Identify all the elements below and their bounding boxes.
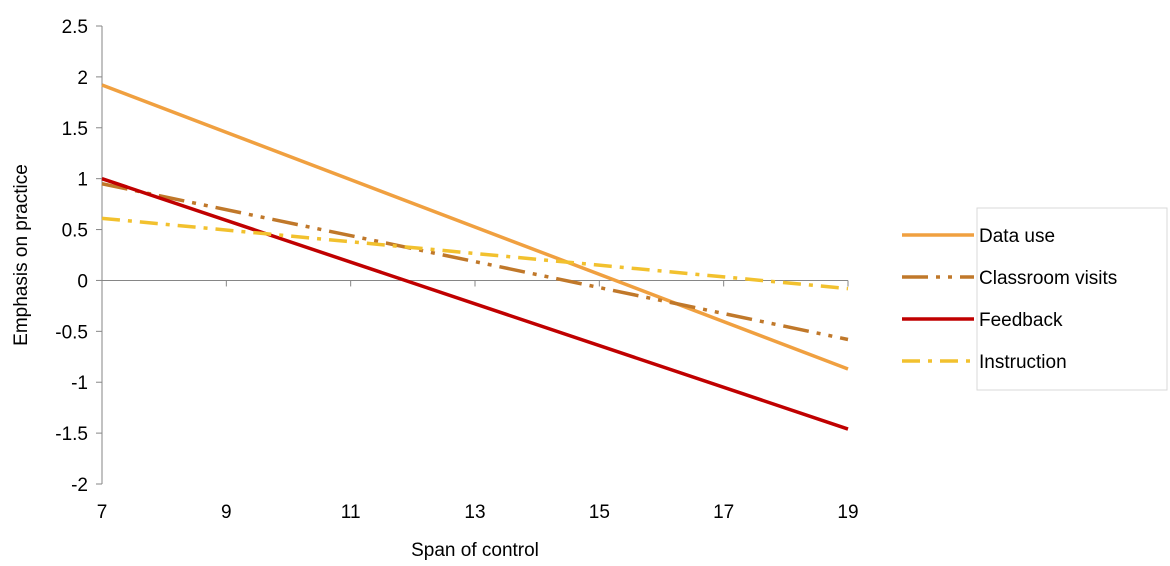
series-line-classroom-visits xyxy=(101,182,849,342)
tick-labels: -2 -1.5 -1 -0.5 0 0.5 1 1.5 2 2.5 7 9 11 13 15 17 19 xyxy=(55,17,858,523)
x-axis-title: Span of control xyxy=(411,540,539,561)
series-line-feedback xyxy=(101,177,849,431)
y-tick-label: 0.5 xyxy=(62,221,88,242)
x-tick-label: 13 xyxy=(464,502,485,523)
x-tick-label: 15 xyxy=(589,502,610,523)
y-tick-label: 1.5 xyxy=(62,119,88,140)
y-tick-label: -1.5 xyxy=(55,424,88,445)
y-axis-title: Emphasis on practice xyxy=(11,164,32,346)
legend-label: Instruction xyxy=(979,352,1067,373)
x-tick-label: 7 xyxy=(97,502,108,523)
y-tick-label: 2 xyxy=(77,68,88,89)
x-tick-label: 19 xyxy=(837,502,858,523)
y-tick-label: 0 xyxy=(77,271,88,292)
y-tick-label: -1 xyxy=(71,373,88,394)
x-tick-label: 9 xyxy=(221,502,232,523)
legend-label: Classroom visits xyxy=(979,268,1117,289)
y-tick-label: 2.5 xyxy=(62,17,88,38)
series-lines xyxy=(101,83,849,431)
series-line-instruction xyxy=(101,216,849,291)
y-tick-label: -0.5 xyxy=(55,322,88,343)
y-tick-label: 1 xyxy=(77,170,88,191)
legend-label: Feedback xyxy=(979,310,1063,331)
legend-box xyxy=(976,207,1168,391)
axes xyxy=(96,25,849,485)
x-tick-label: 17 xyxy=(713,502,734,523)
legend-items: Data use Classroom visits Feedback Instruct… xyxy=(902,226,1117,373)
series-line-data-use xyxy=(101,83,849,371)
x-tick-label: 11 xyxy=(341,502,361,523)
legend: Data use Classroom visits Feedback Instruct… xyxy=(902,207,1168,391)
y-tick-label: -2 xyxy=(71,475,88,496)
legend-label: Data use xyxy=(979,226,1055,247)
